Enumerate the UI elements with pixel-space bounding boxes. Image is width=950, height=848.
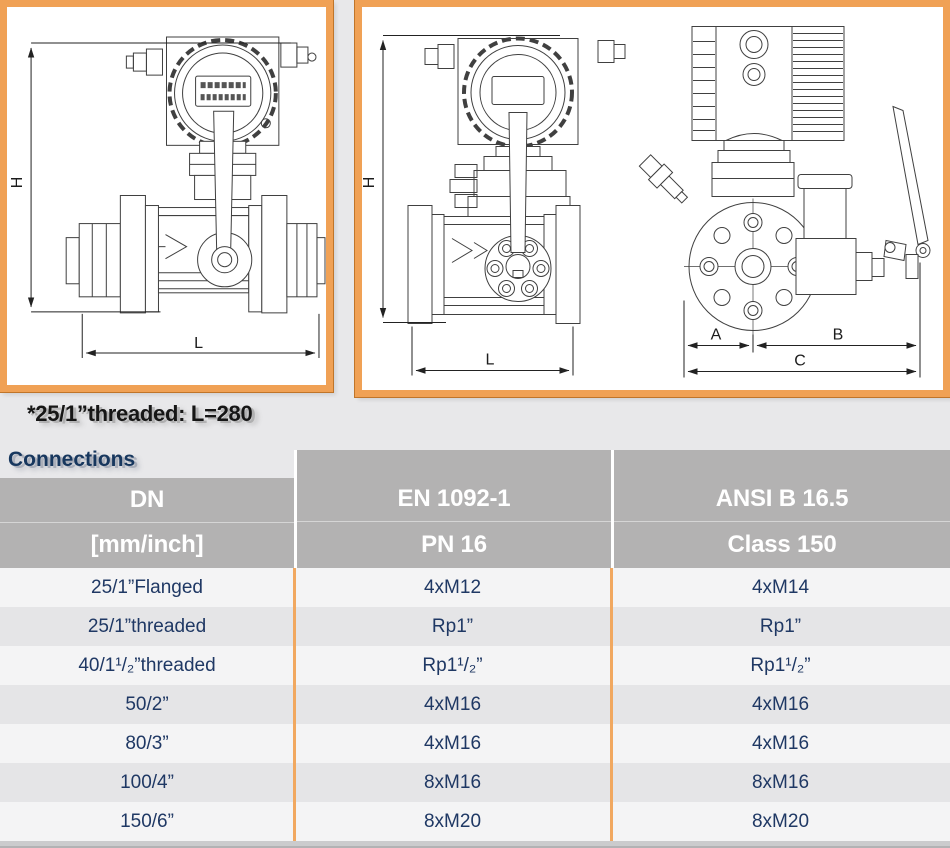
flow-direction-arrow [451,238,473,263]
table-header: DN [mm/inch] EN 1092-1 PN 16 ANSI B 16.5… [0,450,950,568]
cell-dn: 25/1”Flanged [91,576,203,598]
housing-ribs [693,33,843,132]
dim-label-h: H [8,177,26,189]
cell-dn: 100/4” [120,771,174,793]
dim-label-l: L [194,334,203,352]
connections-title: Connections [8,448,136,471]
header-dn-line2: [mm/inch] [0,521,294,568]
column-separator [293,568,296,841]
bottom-strip [0,841,950,848]
table-row: 40/1¹/₂”threaded Rp1¹/₂” Rp1¹/₂” [0,646,950,685]
cell-dn: 150/6” [120,810,174,832]
mounting-bracket [213,110,235,251]
cell-ansi: 4xM16 [751,732,810,754]
header-en-line2: PN 16 [297,521,611,568]
dimension-l-left: L [81,313,320,359]
cell-ansi: 8xM20 [751,810,810,832]
dim-label-c: C [794,353,806,370]
vent-fitting [638,154,689,204]
cell-en: 8xM20 [423,810,482,832]
dimension-a-b: A B [683,262,921,378]
mounting-bracket [508,112,528,253]
drawing-panel-threaded: H L [0,0,333,392]
header-en-line1: EN 1092-1 [397,485,511,512]
table-row: 25/1”Flanged 4xM12 4xM14 [0,568,950,607]
table-row: 80/3” 4xM16 4xM16 [0,724,950,763]
table-body: 25/1”Flanged 4xM12 4xM14 25/1”threaded R… [0,568,950,841]
table-row: 100/4” 8xM16 8xM16 [0,763,950,802]
header-dn-line1: DN [129,485,165,513]
cell-ansi: 8xM16 [751,771,810,793]
dimension-l-right: L [411,326,574,376]
flange-bolts [486,240,550,297]
flow-direction-arrow [165,234,188,260]
header-cell-dn: DN [mm/inch] [0,478,294,568]
header-ansi-line2: Class 150 [614,521,950,568]
valve-and-lever [795,105,931,295]
flanged-side-view [638,26,931,335]
flowmeter-flanged-drawings: H L [362,26,931,378]
column-separator [610,568,613,841]
cell-en: Rp1¹/₂” [422,654,483,676]
dim-label-l: L [486,352,495,369]
threaded-length-note: *25/1”threaded: L=280 [27,401,253,426]
table-row: 50/2” 4xM16 4xM16 [0,685,950,724]
table-row: 25/1”threaded Rp1” Rp1” [0,607,950,646]
dim-label-h: H [362,177,378,189]
dimension-h-right: H [362,35,560,323]
dim-label-b: B [833,327,844,344]
cell-en: 4xM12 [423,576,482,598]
cell-dn: 25/1”threaded [87,615,207,637]
cell-en: 4xM16 [423,732,482,754]
header-ansi-line1: ANSI B 16.5 [715,485,849,512]
header-cell-ansi: ANSI B 16.5 Class 150 [611,450,950,568]
cell-ansi: Rp1¹/₂” [750,654,811,676]
flanged-front-view [407,36,626,324]
cell-dn: 40/1¹/₂”threaded [78,654,216,676]
cell-en: 8xM16 [423,771,482,793]
dimension-c: C [687,353,917,375]
table-row: 150/6” 8xM20 8xM20 [0,802,950,841]
dim-label-a: A [711,327,722,344]
drawing-panel-flanged: H L [355,0,950,397]
cell-en: 4xM16 [423,693,482,715]
header-cell-en1092: EN 1092-1 PN 16 [294,450,611,568]
meter-body [65,110,326,314]
cell-dn: 80/3” [125,732,169,754]
dimension-h-left: H [8,42,291,313]
cell-en: Rp1” [431,615,474,637]
cell-ansi: 4xM14 [751,576,810,598]
cell-ansi: 4xM16 [751,693,810,715]
flowmeter-threaded-front-drawing: H L [8,36,326,359]
cell-dn: 50/2” [125,693,169,715]
cell-ansi: Rp1” [759,615,802,637]
